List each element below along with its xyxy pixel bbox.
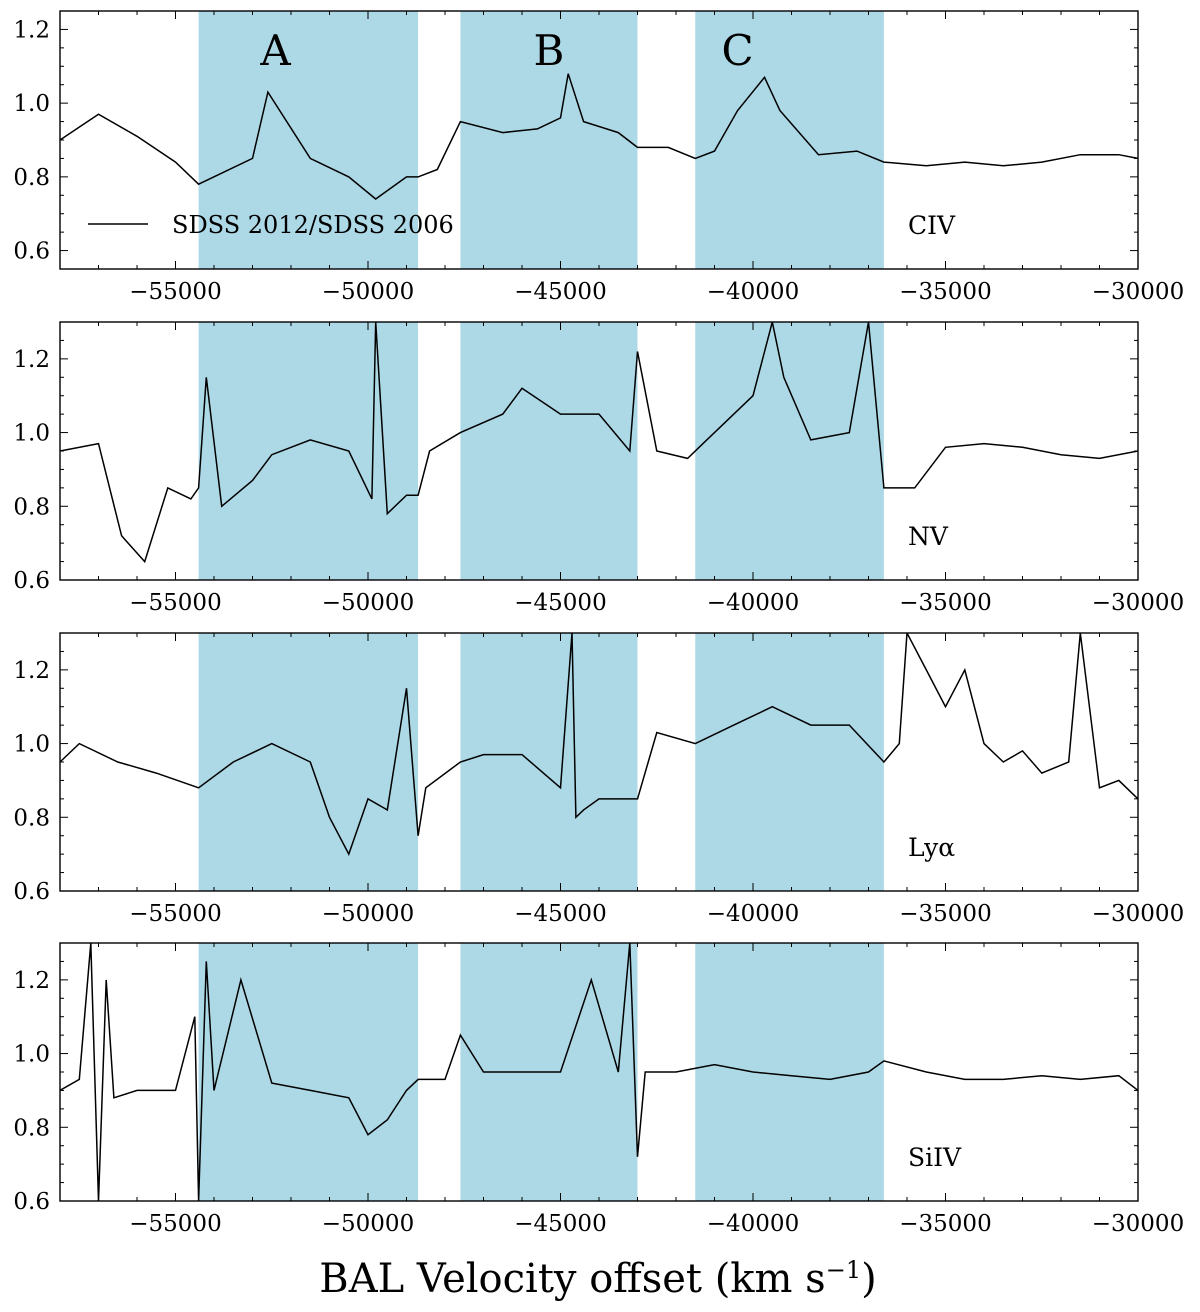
x-tick-label: −45000 — [514, 590, 606, 616]
legend-label: SDSS 2012/SDSS 2006 — [172, 211, 454, 239]
x-axis-label-close: ) — [861, 1256, 877, 1302]
y-tick-label: 0.8 — [13, 494, 50, 520]
series-line — [60, 73, 1138, 200]
series-line — [60, 943, 1138, 1201]
x-tick-label: −40000 — [707, 279, 799, 305]
panel-nv: −55000 −50000 −45000 −40000 −35000 −30000 0.6 0… — [13, 321, 1184, 616]
shaded-region-c — [695, 322, 884, 580]
ion-label: Lyα — [908, 833, 955, 862]
panel-siiv: −55000 −50000 −45000 −40000 −35000 −30000 0.6 0… — [13, 942, 1184, 1237]
y-tick-label: 1.2 — [13, 347, 50, 373]
shaded-region-c — [695, 943, 884, 1201]
y-tick-label: 0.8 — [13, 165, 50, 191]
legend: SDSS 2012/SDSS 2006 — [88, 211, 454, 239]
x-tick-label: −30000 — [1092, 1211, 1184, 1237]
y-tick-label: 0.6 — [13, 1189, 50, 1215]
x-tick-label: −40000 — [707, 590, 799, 616]
x-tick-label: −30000 — [1092, 279, 1184, 305]
shaded-region-a — [198, 943, 419, 1201]
x-tick-label: −40000 — [707, 901, 799, 927]
x-tick-label: −50000 — [322, 590, 414, 616]
x-tick-label: −50000 — [322, 901, 414, 927]
x-axis-label-main: BAL Velocity offset (km s — [319, 1256, 825, 1302]
y-tick-label: 1.0 — [13, 421, 50, 447]
x-tick-label: −30000 — [1092, 590, 1184, 616]
y-tick-label: 1.2 — [13, 658, 50, 684]
x-tick-label: −55000 — [129, 901, 221, 927]
shaded-region-b — [460, 322, 638, 580]
y-tick-label: 1.0 — [13, 732, 50, 758]
x-axis-label: BAL Velocity offset (km s−1) — [319, 1256, 876, 1302]
y-tick-label: 0.8 — [13, 805, 50, 831]
y-tick-label: 0.6 — [13, 239, 50, 265]
y-tick-label: 0.6 — [13, 568, 50, 594]
panel-civ: −55000 −50000 −45000 −40000 −35000 −30000 0.6 0… — [13, 10, 1184, 305]
x-tick-label: −55000 — [129, 1211, 221, 1237]
x-tick-label: −50000 — [322, 279, 414, 305]
x-tick-label: −55000 — [129, 279, 221, 305]
x-tick-label: −40000 — [707, 1211, 799, 1237]
ion-label: SiIV — [908, 1143, 962, 1172]
shaded-region-a — [198, 633, 419, 891]
x-tick-label: −45000 — [514, 1211, 606, 1237]
y-tick-label: 1.0 — [13, 91, 50, 117]
panels-group: −55000 −50000 −45000 −40000 −35000 −30000 0.6 0… — [13, 10, 1184, 1237]
x-tick-label: −35000 — [899, 1211, 991, 1237]
region-label-b: B — [534, 26, 565, 75]
ion-label: NV — [908, 522, 949, 551]
region-label-a: A — [259, 26, 291, 75]
y-tick-label: 0.6 — [13, 879, 50, 905]
series-line — [60, 633, 1138, 856]
x-tick-label: −35000 — [899, 279, 991, 305]
shaded-region-a — [198, 322, 419, 580]
x-tick-label: −35000 — [899, 901, 991, 927]
x-tick-label: −35000 — [899, 590, 991, 616]
x-tick-label: −30000 — [1092, 901, 1184, 927]
shaded-region-a — [198, 11, 419, 269]
shaded-region-b — [460, 633, 638, 891]
x-tick-label: −45000 — [514, 279, 606, 305]
x-tick-label: −55000 — [129, 590, 221, 616]
y-tick-label: 1.2 — [13, 968, 50, 994]
shaded-region-c — [695, 633, 884, 891]
ion-label: CIV — [908, 211, 956, 240]
panel-lya: −55000 −50000 −45000 −40000 −35000 −30000 0.6 0… — [13, 632, 1184, 927]
y-tick-label: 0.8 — [13, 1115, 50, 1141]
x-tick-label: −45000 — [514, 901, 606, 927]
region-label-c: C — [722, 26, 754, 75]
y-tick-label: 1.2 — [13, 17, 50, 43]
y-tick-label: 1.0 — [13, 1042, 50, 1068]
shaded-region-c — [695, 11, 884, 269]
series-line — [60, 322, 1138, 564]
shaded-region-b — [460, 11, 638, 269]
x-axis-label-exponent: −1 — [826, 1256, 861, 1284]
x-tick-label: −50000 — [322, 1211, 414, 1237]
